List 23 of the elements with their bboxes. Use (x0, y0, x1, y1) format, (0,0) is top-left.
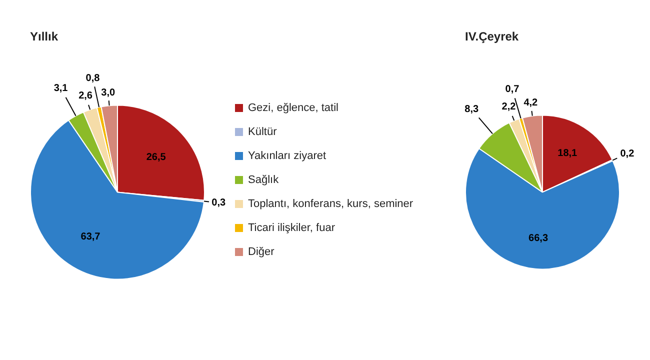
legend-label: Ticari ilişkiler, fuar (248, 222, 335, 234)
legend-label: Yakınları ziyaret (248, 150, 326, 162)
legend-label: Diğer (248, 246, 274, 258)
data-label: 26,5 (146, 152, 166, 163)
legend-label: Sağlık (248, 174, 279, 186)
legend-label: Toplantı, konferans, kurs, seminer (248, 198, 414, 210)
data-label: 2,2 (502, 102, 516, 113)
data-label: 2,6 (78, 90, 93, 102)
data-label: 0,8 (86, 72, 100, 84)
data-label: 0,7 (505, 84, 520, 96)
data-label: 3,0 (101, 88, 116, 99)
data-label: 66,3 (528, 232, 548, 244)
data-label: 18,1 (558, 148, 578, 160)
data-label: 4,2 (524, 98, 538, 109)
chart-title: IV.Çeyrek (465, 30, 519, 44)
data-label: 63,7 (80, 232, 101, 243)
chart-title: Yıllık (30, 30, 58, 44)
legend-label: Kültür (248, 126, 277, 138)
data-label: 3,1 (54, 82, 68, 94)
data-label: 8,3 (464, 104, 480, 115)
data-label: 0,2 (620, 148, 635, 160)
legend-label: Gezi, eğlence, tatil (248, 102, 338, 114)
data-label: 0,3 (212, 197, 226, 208)
